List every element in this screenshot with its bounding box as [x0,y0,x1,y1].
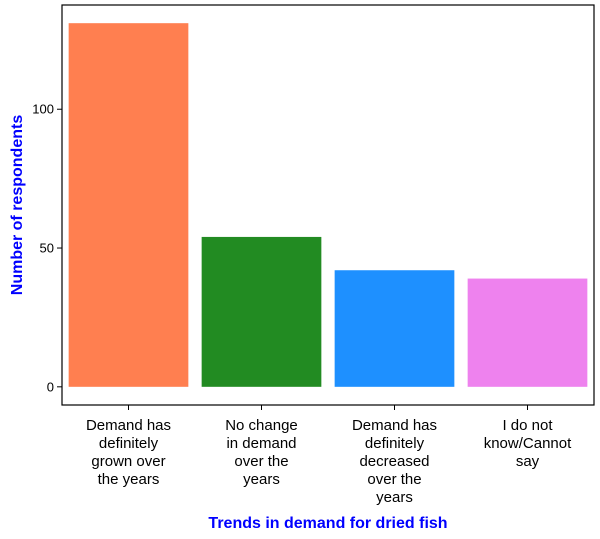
x-category-label-3: Demand has definitely decreased over the yea… [352,417,437,506]
y-axis-ticks: 0 50 100 [32,102,62,394]
bars-group [68,23,588,387]
y-tick-label: 100 [32,102,54,117]
x-category-label-4: I do not know/Cannot say [484,417,572,470]
bar-3 [334,270,455,387]
x-axis-ticks: Demand has definitely grown over the years N… [86,405,572,506]
bar-1 [68,23,189,387]
bar-2 [201,236,322,387]
bar-4 [467,278,588,387]
x-category-label-2: No change in demand over the years [225,417,298,488]
y-tick-label: 0 [47,379,54,394]
x-category-label-1: Demand has definitely grown over the years [86,417,171,488]
x-axis-title: Trends in demand for dried fish [208,515,447,532]
y-axis-title: Number of respondents [9,115,26,296]
y-tick-label: 50 [40,241,54,256]
